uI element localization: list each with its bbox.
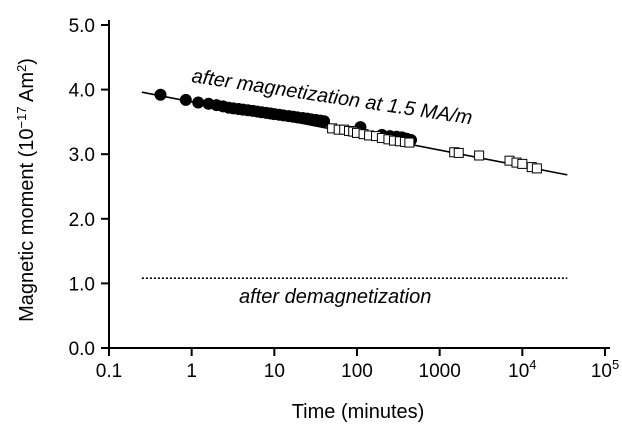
magnetization-annotation: after magnetization at 1.5 MA/m xyxy=(190,65,474,129)
x-tick-label: 105 xyxy=(591,357,619,382)
x-tick-label: 100 xyxy=(341,361,373,382)
demagnetization-annotation: after demagnetization xyxy=(239,286,431,308)
open-square-point xyxy=(404,137,415,148)
x-tick-label: 104 xyxy=(508,357,536,382)
open-square-point xyxy=(531,163,542,174)
data-points xyxy=(154,88,542,174)
filled-circle-point xyxy=(318,115,331,128)
y-tick-label: 5.0 xyxy=(69,16,95,37)
x-tick-label: 10 xyxy=(264,361,285,382)
open-square-point xyxy=(474,150,485,161)
filled-circle-point xyxy=(192,96,205,109)
x-ticks: 0.1 1 10 100 1000 104 105 xyxy=(96,348,619,382)
open-square-point xyxy=(517,158,528,169)
open-square-point xyxy=(453,147,464,158)
x-tick-label: 1000 xyxy=(419,361,461,382)
y-ticks: 0.0 1.0 2.0 3.0 4.0 5.0 xyxy=(69,16,109,360)
x-tick-label: 0.1 xyxy=(96,361,122,382)
y-tick-label: 2.0 xyxy=(69,210,95,231)
filled-circle-point xyxy=(154,88,167,101)
y-axis-title: Magnetic moment (10−17 Am2) xyxy=(14,58,38,322)
x-tick-label: 1 xyxy=(186,361,197,382)
y-tick-label: 4.0 xyxy=(69,81,95,102)
y-tick-label: 1.0 xyxy=(69,274,95,295)
x-axis-title: Time (minutes) xyxy=(292,401,425,423)
y-tick-label: 0.0 xyxy=(69,339,95,360)
y-tick-label: 3.0 xyxy=(69,145,95,166)
filled-circle-point xyxy=(179,93,192,106)
